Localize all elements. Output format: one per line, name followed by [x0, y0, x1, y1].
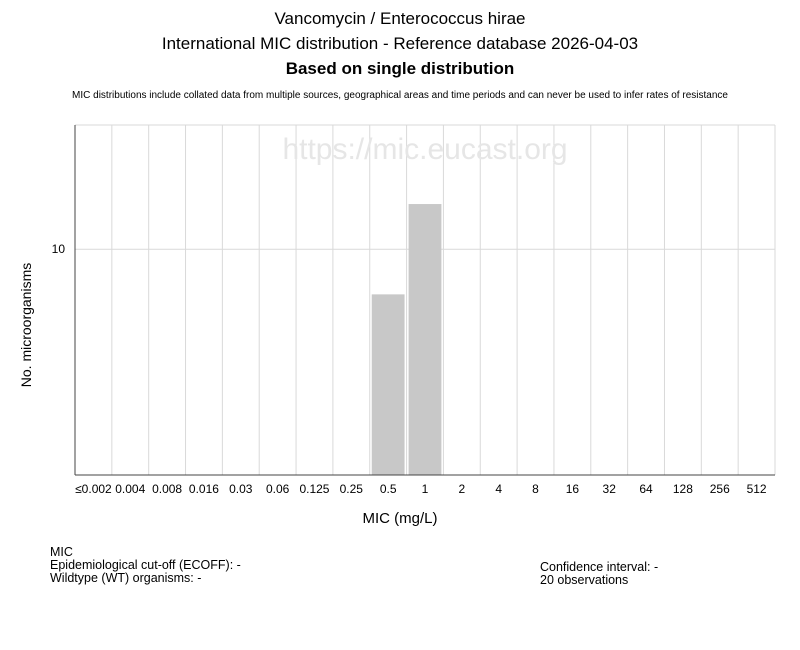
y-tick-label: 10 [52, 242, 66, 256]
ecoff-text: Epidemiological cut-off (ECOFF): - [50, 558, 241, 572]
x-tick-label: 512 [747, 482, 767, 496]
watermark: https://mic.eucast.org [282, 133, 567, 166]
mic-label: MIC [50, 545, 73, 559]
x-tick-label: 256 [710, 482, 730, 496]
mic-distribution-chart: https://mic.eucast.org ≤0.002 0.004 0.008 0… [18, 124, 776, 527]
disclaimer-text: MIC distributions include collated data … [72, 90, 728, 101]
x-tick-label: 0.004 [115, 482, 145, 496]
chart-title: Vancomycin / Enterococcus hirae [274, 9, 526, 28]
axis-layer [74, 125, 775, 476]
x-tick-label: 0.06 [266, 482, 290, 496]
x-axis-label: MIC (mg/L) [363, 510, 438, 527]
chart-subtitle: International MIC distribution - Referen… [161, 34, 639, 53]
y-axis-label: No. microorganisms [18, 263, 34, 387]
info-panel-left: MIC Epidemiological cut-off (ECOFF): - W… [50, 546, 241, 585]
x-tick-label: 2 [458, 482, 465, 496]
x-tick-label: ≤0.002 [75, 482, 112, 496]
x-tick-label: 0.25 [340, 482, 364, 496]
x-tick-label: 8 [532, 482, 539, 496]
x-tick-label: 0.5 [380, 482, 397, 496]
x-tick-label: 0.03 [229, 482, 253, 496]
confidence-interval-text: Confidence interval: - [540, 560, 659, 574]
x-tick-label: 4 [495, 482, 502, 496]
x-tick-label: 0.008 [152, 482, 182, 496]
info-panel-right: Confidence interval: - 20 observations [540, 561, 658, 587]
x-tick-label: 32 [603, 482, 617, 496]
bar-mic-1 [408, 204, 442, 475]
observations-text: 20 observations [540, 573, 629, 587]
wildtype-text: Wildtype (WT) organisms: - [50, 571, 202, 585]
x-tick-label: 64 [639, 482, 653, 496]
x-tick-label: 0.016 [189, 482, 219, 496]
grid-layer [75, 124, 776, 475]
x-tick-label: 128 [673, 482, 693, 496]
x-tick-labels: ≤0.002 0.004 0.008 0.016 0.03 0.06 0.125 0.25 0.… [75, 482, 767, 496]
chart-subtitle-distribution: Based on single distribution [285, 59, 515, 78]
x-tick-label: 16 [566, 482, 580, 496]
x-tick-label: 1 [422, 482, 429, 496]
y-tick-labels: 10 [52, 242, 66, 256]
bar-mic-0.5 [371, 294, 405, 475]
x-tick-label: 0.125 [299, 482, 329, 496]
bars-layer [371, 204, 442, 475]
